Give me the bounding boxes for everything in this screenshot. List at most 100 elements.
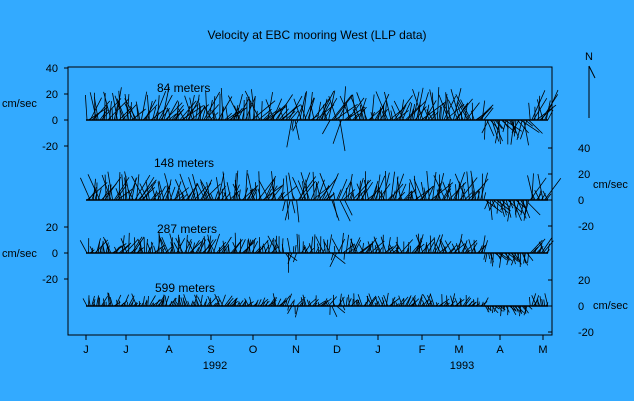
velocity-stick [298,234,301,254]
velocity-stick [229,298,237,307]
velocity-stick [337,296,345,307]
stick-series [82,292,549,318]
velocity-stick [188,177,197,201]
velocity-stick [491,119,500,142]
velocity-stick [523,199,528,221]
velocity-stick [146,94,150,121]
velocity-stick [367,241,373,254]
velocity-stick [175,237,184,254]
velocity-stick [94,97,99,121]
velocity-stick [277,298,282,307]
velocity-stick [315,236,325,254]
velocity-stick [244,90,261,121]
velocity-stick [278,191,285,201]
velocity-stick [300,297,304,307]
velocity-stick [303,245,309,254]
velocity-stick [363,179,369,201]
velocity-stick [442,102,453,121]
velocity-stick [547,109,554,121]
velocity-stick [153,244,166,254]
velocity-stick [97,241,100,254]
unit-label: cm/sec [2,248,37,260]
velocity-stick [527,252,529,263]
velocity-stick [116,98,126,121]
velocity-stick [190,183,198,201]
velocity-stick [249,296,253,307]
velocity-stick [118,300,120,307]
velocity-stick [378,189,385,201]
velocity-stick [413,178,424,201]
velocity-stick [465,102,480,121]
velocity-stick [331,238,341,254]
velocity-stick [400,239,413,254]
velocity-stick [211,109,216,121]
velocity-stick [427,295,433,307]
velocity-stick [478,189,480,201]
velocity-stick [366,295,373,307]
velocity-stick [257,299,262,307]
velocity-stick [544,293,549,307]
velocity-stick [262,302,266,307]
velocity-stick [441,241,452,254]
velocity-stick [537,301,541,307]
velocity-stick [528,305,533,310]
velocity-stick [120,300,128,307]
velocity-stick [344,199,353,216]
velocity-stick [368,245,372,254]
velocity-stick [528,102,531,121]
velocity-stick [217,295,224,307]
velocity-stick [398,297,405,307]
velocity-stick [437,87,440,121]
velocity-stick [398,104,407,121]
velocity-stick [438,94,449,121]
velocity-stick [438,106,441,121]
velocity-stick [165,295,170,307]
velocity-stick [393,95,413,121]
velocity-stick [196,182,206,201]
velocity-stick [484,252,488,263]
velocity-stick [232,242,238,254]
velocity-stick [146,242,152,254]
velocity-stick [208,99,213,121]
velocity-stick [517,119,529,134]
velocity-stick [442,181,451,201]
velocity-stick [464,102,468,121]
velocity-stick [395,247,400,254]
velocity-stick [235,170,239,201]
velocity-stick [432,234,441,254]
y-tick-label: -20 [42,141,58,153]
velocity-stick [481,100,486,121]
velocity-stick [287,305,293,314]
velocity-stick [214,293,221,307]
velocity-stick [483,252,486,260]
velocity-stick [307,97,315,121]
unit-label: cm/sec [593,300,628,312]
y-tick-label: 40 [578,143,590,155]
velocity-stick [352,108,358,121]
velocity-stick [357,294,363,307]
velocity-stick [524,199,529,217]
velocity-stick [380,111,382,121]
north-label: N [585,51,593,63]
velocity-stick [192,174,200,201]
velocity-stick [302,91,307,121]
velocity-stick [429,89,437,121]
velocity-stick [103,91,112,121]
velocity-stick [355,300,360,307]
velocity-stick [217,96,233,121]
velocity-stick [168,297,177,307]
velocity-stick [406,296,412,307]
velocity-stick [247,173,254,201]
velocity-stick [426,170,430,201]
velocity-stick [333,94,354,121]
velocity-stick [500,305,502,317]
velocity-stick [225,106,229,121]
velocity-stick [437,173,445,201]
velocity-stick [153,190,157,201]
y-tick-label: 0 [52,115,58,127]
velocity-stick [192,301,195,307]
velocity-stick [417,101,421,121]
x-tick-label: F [419,344,426,356]
velocity-stick [436,189,441,201]
